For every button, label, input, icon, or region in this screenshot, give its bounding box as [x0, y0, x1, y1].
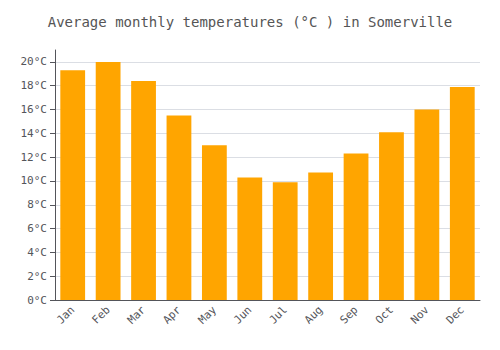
svg-text:Feb: Feb — [89, 303, 112, 326]
svg-text:May: May — [196, 303, 219, 326]
svg-text:16°C: 16°C — [21, 103, 48, 116]
svg-text:18°C: 18°C — [21, 79, 48, 92]
svg-text:8°C: 8°C — [27, 198, 47, 211]
svg-text:2°C: 2°C — [27, 270, 47, 283]
svg-text:6°C: 6°C — [27, 222, 47, 235]
svg-text:Jun: Jun — [231, 303, 254, 326]
svg-text:0°C: 0°C — [27, 294, 47, 307]
svg-text:Aug: Aug — [302, 303, 325, 326]
svg-text:Mar: Mar — [125, 303, 148, 326]
svg-text:Dec: Dec — [444, 303, 467, 326]
svg-text:Apr: Apr — [160, 303, 183, 326]
svg-text:14°C: 14°C — [21, 127, 48, 140]
svg-text:20°C: 20°C — [21, 55, 48, 68]
svg-text:10°C: 10°C — [21, 174, 48, 187]
svg-text:Average monthly temperatures (: Average monthly temperatures (°C ) in So… — [48, 14, 453, 30]
svg-text:Oct: Oct — [373, 303, 396, 326]
svg-text:12°C: 12°C — [21, 151, 48, 164]
svg-text:Sep: Sep — [337, 303, 360, 326]
svg-text:Nov: Nov — [408, 303, 431, 326]
svg-text:4°C: 4°C — [27, 246, 47, 259]
svg-text:Jan: Jan — [54, 303, 77, 326]
svg-text:Jul: Jul — [267, 303, 290, 326]
